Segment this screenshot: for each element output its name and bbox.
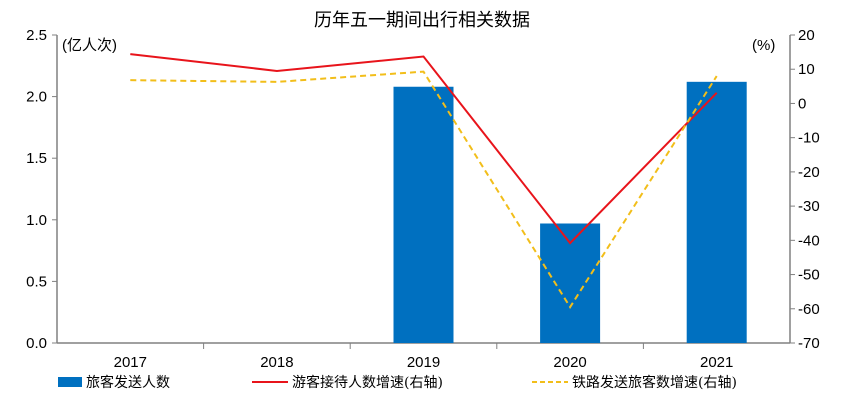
legend-swatch-bar xyxy=(58,377,82,387)
legend-label: 游客接待人数增速(右轴) xyxy=(292,374,443,391)
bar-2019 xyxy=(393,86,454,343)
right-tick-label: -10 xyxy=(798,130,820,147)
left-tick-label: 1.5 xyxy=(26,150,47,167)
x-tick-label: 2021 xyxy=(700,354,733,371)
left-axis-label: (亿人次) xyxy=(62,37,117,54)
chart-title: 历年五一期间出行相关数据 xyxy=(314,10,530,31)
right-tick-label: -70 xyxy=(798,335,820,352)
left-tick-label: 0.0 xyxy=(26,335,47,352)
right-tick-label: -20 xyxy=(798,164,820,181)
right-tick-label: -30 xyxy=(798,198,820,215)
x-tick-label: 2020 xyxy=(553,354,586,371)
x-tick-label: 2017 xyxy=(114,354,147,371)
right-tick-label: 20 xyxy=(798,27,815,44)
right-tick-label: -50 xyxy=(798,267,820,284)
legend-label: 铁路发送旅客数增速(右轴) xyxy=(572,374,737,391)
legend-label: 旅客发送人数 xyxy=(86,374,170,391)
left-tick-label: 1.0 xyxy=(26,212,47,229)
right-tick-label: 10 xyxy=(798,61,815,78)
bar-2021 xyxy=(686,81,747,343)
x-tick-label: 2019 xyxy=(407,354,440,371)
left-tick-label: 2.5 xyxy=(26,27,47,44)
right-tick-label: 0 xyxy=(798,95,806,112)
right-axis-label: (%) xyxy=(752,37,775,54)
right-tick-label: -40 xyxy=(798,232,820,249)
left-tick-label: 2.0 xyxy=(26,89,47,106)
right-tick-label: -60 xyxy=(798,301,820,318)
left-tick-label: 0.5 xyxy=(26,273,47,290)
bar-2020 xyxy=(540,223,601,343)
x-tick-label: 2018 xyxy=(260,354,293,371)
